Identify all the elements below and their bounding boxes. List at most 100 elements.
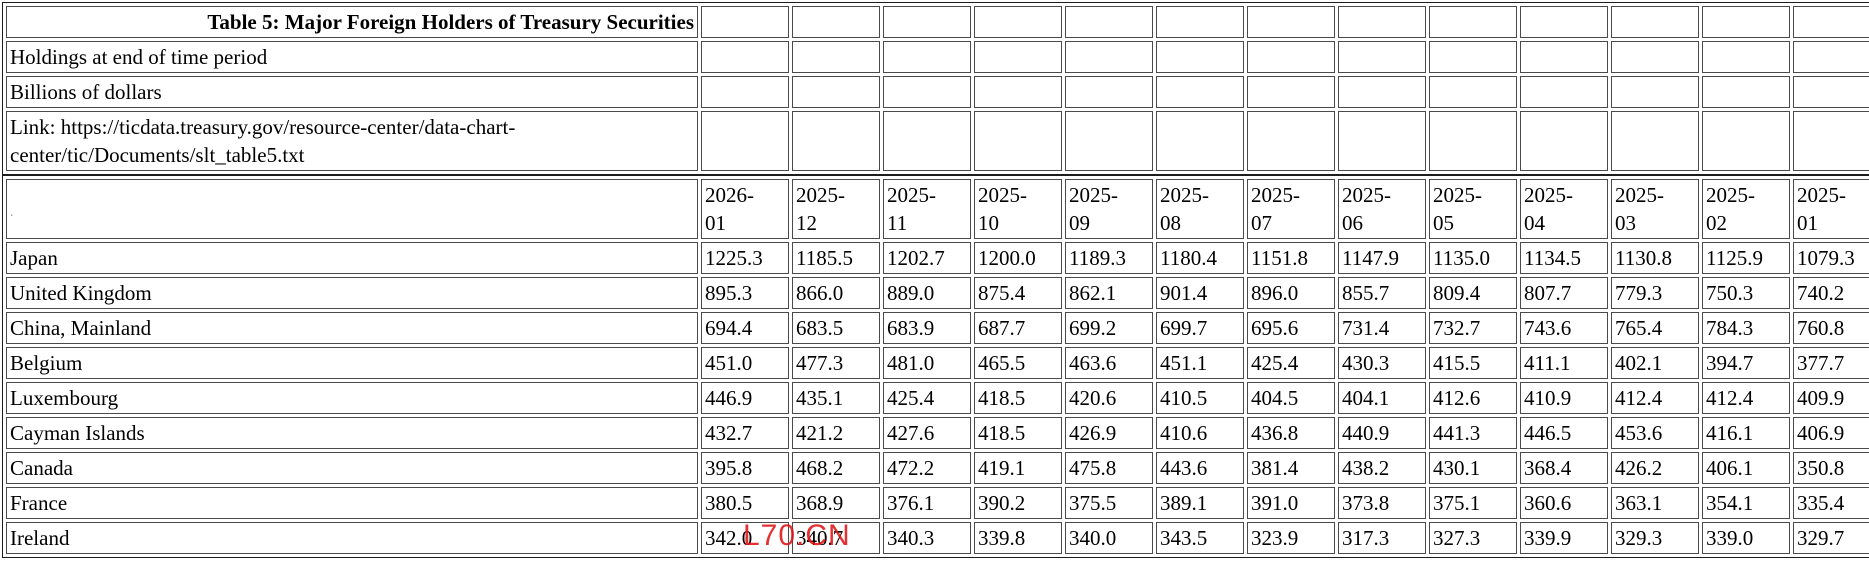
- value-cell: 375.1: [1429, 487, 1517, 519]
- value-cell: 329.7: [1793, 522, 1869, 554]
- column-header-label: 2025-09: [1069, 183, 1118, 235]
- value-cell: 809.4: [1429, 277, 1517, 309]
- table-row: Belgium 451.0 477.3 481.0 465.5 463.6 451.1 425…: [6, 347, 1869, 379]
- table-row: United Kingdom 895.3 866.0 889.0 875.4 862.1 9…: [6, 277, 1869, 309]
- empty-cell: [974, 6, 1062, 38]
- empty-cell: [1702, 6, 1790, 38]
- column-header-label: 2025-10: [978, 183, 1027, 235]
- source-link-text: Link: https://ticdata.treasury.gov/resou…: [6, 111, 698, 171]
- column-header-row: . 2026-01 2025-12 2025-11 2025-10 2025-09 202…: [6, 179, 1869, 239]
- value-cell: 732.7: [1429, 312, 1517, 344]
- value-cell: 404.1: [1338, 382, 1426, 414]
- empty-cell: [883, 6, 971, 38]
- value-cell: 896.0: [1247, 277, 1335, 309]
- value-cell: 866.0: [792, 277, 880, 309]
- table-row: Ireland 342.0 340.7 340.3 339.8 340.0 343.5 323…: [6, 522, 1869, 554]
- empty-cell: [974, 111, 1062, 171]
- value-cell: 1202.7: [883, 242, 971, 274]
- value-cell: 472.2: [883, 452, 971, 484]
- empty-cell: [1338, 41, 1426, 73]
- empty-cell: [1429, 111, 1517, 171]
- column-header-label: 2026-01: [705, 183, 754, 235]
- value-cell: 451.0: [701, 347, 789, 379]
- value-cell: 1189.3: [1065, 242, 1153, 274]
- value-cell: 368.4: [1520, 452, 1608, 484]
- value-cell: 731.4: [1338, 312, 1426, 344]
- value-cell: 421.2: [792, 417, 880, 449]
- empty-cell: [1793, 111, 1869, 171]
- value-cell: 443.6: [1156, 452, 1244, 484]
- table-header-block: Table 5: Major Foreign Holders of Treasu…: [2, 2, 1869, 175]
- value-cell: 1185.5: [792, 242, 880, 274]
- table-row: France 380.5 368.9 376.1 390.2 375.5 389.1 391.…: [6, 487, 1869, 519]
- corner-dot: .: [10, 205, 14, 220]
- column-header: 2025-01: [1793, 179, 1869, 239]
- empty-cell: [1247, 6, 1335, 38]
- empty-cell: [1338, 111, 1426, 171]
- empty-cell: [701, 6, 789, 38]
- value-cell: 441.3: [1429, 417, 1517, 449]
- empty-cell: [1702, 41, 1790, 73]
- note-row-units: Billions of dollars: [6, 76, 1869, 108]
- value-cell: 1079.3: [1793, 242, 1869, 274]
- empty-cell: [1520, 41, 1608, 73]
- empty-cell: [701, 111, 789, 171]
- empty-cell: [1429, 6, 1517, 38]
- value-cell: 419.1: [974, 452, 1062, 484]
- column-header-label: 2025-07: [1251, 183, 1300, 235]
- value-cell: 402.1: [1611, 347, 1699, 379]
- value-cell: 391.0: [1247, 487, 1335, 519]
- value-cell: 380.5: [701, 487, 789, 519]
- value-cell: 340.0: [1065, 522, 1153, 554]
- value-cell: 339.9: [1520, 522, 1608, 554]
- value-cell: 453.6: [1611, 417, 1699, 449]
- value-cell: 889.0: [883, 277, 971, 309]
- source-link-row: Link: https://ticdata.treasury.gov/resou…: [6, 111, 1869, 171]
- column-header: 2025-10: [974, 179, 1062, 239]
- value-cell: 425.4: [883, 382, 971, 414]
- value-cell: 409.9: [1793, 382, 1869, 414]
- value-cell: 390.2: [974, 487, 1062, 519]
- value-cell: 412.4: [1702, 382, 1790, 414]
- value-cell: 377.7: [1793, 347, 1869, 379]
- value-cell: 1225.3: [701, 242, 789, 274]
- table-row: Cayman Islands 432.7 421.2 427.6 418.5 426.9 4…: [6, 417, 1869, 449]
- value-cell: 327.3: [1429, 522, 1517, 554]
- table-title: Table 5: Major Foreign Holders of Treasu…: [6, 6, 698, 38]
- empty-cell: [1520, 111, 1608, 171]
- row-label: United Kingdom: [6, 277, 698, 309]
- row-label: Cayman Islands: [6, 417, 698, 449]
- value-cell: 426.2: [1611, 452, 1699, 484]
- value-cell: 435.1: [792, 382, 880, 414]
- value-cell: 406.9: [1793, 417, 1869, 449]
- empty-cell: [1702, 76, 1790, 108]
- row-label: Japan: [6, 242, 698, 274]
- value-cell: 404.5: [1247, 382, 1335, 414]
- empty-cell: [1247, 111, 1335, 171]
- value-cell: 339.0: [1702, 522, 1790, 554]
- table-row: Luxembourg 446.9 435.1 425.4 418.5 420.6 410.5…: [6, 382, 1869, 414]
- value-cell: 425.4: [1247, 347, 1335, 379]
- empty-cell: [1520, 76, 1608, 108]
- column-header: 2025-09: [1065, 179, 1153, 239]
- empty-cell: [1247, 76, 1335, 108]
- empty-cell: [1611, 76, 1699, 108]
- value-cell: 1151.8: [1247, 242, 1335, 274]
- value-cell: 784.3: [1702, 312, 1790, 344]
- empty-cell: [1065, 76, 1153, 108]
- value-cell: 360.6: [1520, 487, 1608, 519]
- value-cell: 687.7: [974, 312, 1062, 344]
- empty-cell: [1247, 41, 1335, 73]
- row-label: Ireland: [6, 522, 698, 554]
- value-cell: 683.9: [883, 312, 971, 344]
- value-cell: 440.9: [1338, 417, 1426, 449]
- value-cell: 342.0: [701, 522, 789, 554]
- value-cell: 430.3: [1338, 347, 1426, 379]
- value-cell: 410.9: [1520, 382, 1608, 414]
- column-header: 2025-11: [883, 179, 971, 239]
- column-header-label: 2025-11: [887, 183, 936, 235]
- empty-cell: [1429, 76, 1517, 108]
- value-cell: 740.2: [1793, 277, 1869, 309]
- empty-cell: [1065, 41, 1153, 73]
- column-header-label: 2025-06: [1342, 183, 1391, 235]
